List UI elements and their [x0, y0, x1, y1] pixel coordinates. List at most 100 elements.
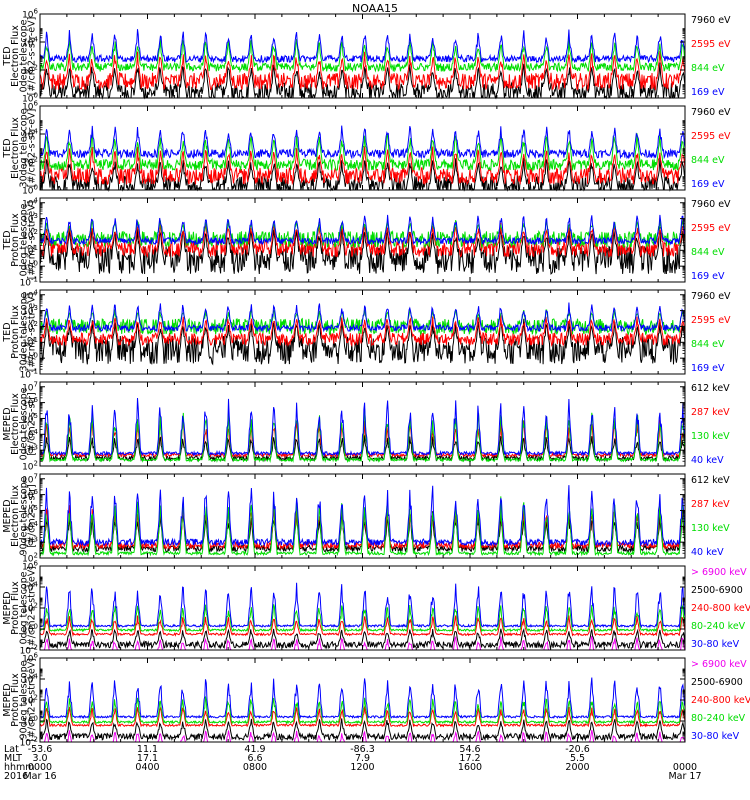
x-tick-label-hhmm: 2000 [565, 762, 589, 773]
legend-entry: 7960 eV [691, 199, 731, 210]
y-axis-label: 0deg telescope [18, 203, 29, 276]
y-tick-label: 101 [22, 244, 38, 257]
series-line-40-kev [39, 485, 686, 548]
y-tick-label: 104 [22, 196, 38, 209]
legend-entry: 287 keV [691, 407, 730, 418]
legend-entry: 169 eV [691, 87, 725, 98]
legend-entry: 30-80 keV [691, 731, 740, 742]
y-axis-label: [#/cm2-s-str-eV] [27, 17, 38, 96]
x-tick-label-hhmm: 0000 [28, 762, 52, 773]
x-tick-label-lat: -20.6 [565, 744, 590, 755]
x-tick-label-mlt: 3.0 [32, 753, 47, 764]
y-axis-label: 0deg telescope [18, 571, 29, 644]
y-axis-label: [#/cm2-s-str-eV] [27, 293, 38, 372]
y-tick-label: 10-1 [20, 368, 38, 381]
y-tick-label: 100 [22, 352, 38, 365]
x-tick-label-hhmm: 1200 [350, 762, 374, 773]
x-tick-label-lat: 11.1 [137, 744, 158, 755]
y-tick-label: 102 [22, 552, 38, 565]
series-line-80-240-kev [39, 604, 686, 633]
y-axis-label: Proton Flux [10, 213, 21, 267]
legend-entry: 80-240 keV [691, 713, 746, 724]
legend-entry: 7960 eV [691, 291, 731, 302]
y-tick-label: 103 [22, 444, 38, 457]
y-tick-label: 107 [22, 380, 38, 393]
x-tick-label-lat: -53.6 [28, 744, 53, 755]
y-axis-label: Electron Flux [10, 393, 21, 455]
x-tick-label-lat: 54.6 [459, 744, 480, 755]
y-tick-label: 106 [22, 396, 38, 409]
y-tick-label: 100 [22, 260, 38, 273]
y-axis-label: Proton Flux [10, 581, 21, 635]
x-tick-label-hhmm: 0000 [673, 762, 697, 773]
y-tick-label: 102 [22, 64, 38, 77]
series-line-240-800-kev [39, 706, 686, 728]
y-tick-label: 10-2 [20, 736, 38, 749]
legend-entry: 169 eV [691, 179, 725, 190]
series-line-844-ev [39, 37, 686, 74]
y-tick-label: 102 [22, 694, 38, 707]
y-tick-label: 102 [22, 228, 38, 241]
y-axis-label: [#/cm2-s-str-eV] [27, 109, 38, 188]
legend-entry: 30-80 keV [691, 639, 740, 650]
legend-entry: 844 eV [691, 247, 725, 258]
legend-entry: 844 eV [691, 63, 725, 74]
series-line-240-800-kev [39, 615, 686, 637]
x-tick-label-hhmm: 0800 [243, 762, 267, 773]
legend-entry: 7960 eV [691, 107, 731, 118]
legend-entry: 240-800 keV [691, 603, 750, 614]
y-tick-label: 102 [22, 320, 38, 333]
y-tick-label: 101 [22, 336, 38, 349]
x-tick-label-lat: 41.9 [244, 744, 265, 755]
legend-entry: 612 keV [691, 475, 730, 486]
legend-entry: 844 eV [691, 339, 725, 350]
series-line-169-ev [39, 302, 686, 334]
y-tick-label: 104 [22, 673, 38, 686]
y-axis-label: Proton Flux [10, 673, 21, 727]
y-tick-label: 105 [22, 504, 38, 517]
y-tick-label: 10-1 [20, 276, 38, 289]
y-axis-label: TED [2, 46, 13, 66]
y-tick-label: 102 [22, 602, 38, 615]
legend-entry: 2595 eV [691, 39, 731, 50]
y-tick-label: 106 [22, 488, 38, 501]
y-axis-label: 30deg telescope [18, 108, 29, 187]
legend-entry: 844 eV [691, 155, 725, 166]
x-tick-label-mlt: 6.6 [247, 753, 262, 764]
series-line-2595-ev [39, 146, 686, 186]
legend-entry: > 6900 keV [691, 567, 747, 578]
legend-entry: 287 keV [691, 499, 730, 510]
y-axis-label: [#/cm2-s-str] [27, 392, 38, 455]
y-axis-label: Electron Flux [10, 25, 21, 87]
y-axis-label: [#/cm2-s-str-keV] [27, 566, 38, 650]
x-tick-label-mlt: 17.2 [459, 753, 480, 764]
x-axis-row-label: MLT [4, 753, 22, 764]
series-line-844-ev [39, 133, 686, 172]
y-axis-label: 0deg telescope [18, 19, 29, 92]
y-tick-label: 102 [22, 460, 38, 473]
y-tick-label: 106 [22, 560, 38, 573]
x-tick-label-mlt: 7.9 [355, 753, 370, 764]
y-axis-label: TED [2, 322, 13, 342]
y-axis-label: Electron Flux [10, 117, 21, 179]
legend-entry: 80-240 keV [691, 621, 746, 632]
series-line-80-240-kev [39, 696, 686, 725]
legend-entry: 2500-6900 [691, 677, 743, 688]
x-tick-label-mlt: 5.5 [570, 753, 585, 764]
y-axis-label: MEPED [2, 499, 13, 532]
legend-entry: > 6900 keV [691, 659, 747, 670]
y-tick-label: 106 [22, 652, 38, 665]
y-axis-label: 30deg telescope [18, 292, 29, 371]
series-line-2595-ev [39, 315, 686, 348]
y-tick-label: 104 [22, 128, 38, 141]
x-axis-row-label: hhmm [4, 762, 35, 773]
y-tick-label: 104 [22, 428, 38, 441]
y-axis-label: 0deg telescope [18, 387, 29, 460]
y-axis-label: [#/cm2-s-str-keV] [27, 658, 38, 742]
